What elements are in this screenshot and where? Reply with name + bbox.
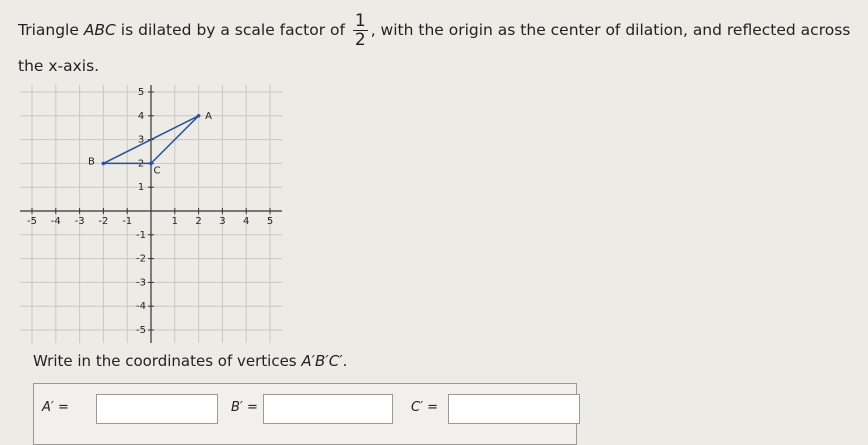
answer-input[interactable] (96, 394, 218, 424)
y-tick-label: -1 (136, 230, 146, 241)
vertex-label: B (88, 156, 95, 167)
answer-label: A′ = (42, 400, 69, 415)
y-tick-label: 4 (138, 111, 144, 122)
answer-input[interactable] (448, 394, 580, 424)
x-tick-label: 3 (219, 216, 225, 227)
prompt-vertices: A′B′C′ (301, 352, 343, 370)
vertex (196, 114, 201, 118)
question-text: is dilated by a scale factor of (115, 21, 350, 39)
triangle-name: ABC (83, 21, 116, 39)
x-tick-label: -3 (75, 216, 85, 227)
vertex-label: A (205, 111, 212, 122)
x-tick-label: -4 (51, 216, 61, 227)
page: Triangle ABC is dilated by a scale facto… (18, 12, 858, 445)
y-tick-label: 5 (138, 87, 144, 98)
x-tick-label: 4 (243, 216, 249, 227)
question-text: Triangle (18, 21, 84, 39)
numerator: 1 (354, 11, 366, 31)
vertex (149, 161, 153, 166)
y-tick-label: -4 (136, 301, 146, 312)
prompt-text: Write in the coordinates of vertices (33, 352, 302, 370)
y-tick-label: 3 (138, 135, 144, 146)
answer-label: B′ = (231, 400, 258, 415)
y-tick-label: -2 (136, 254, 146, 265)
answer-area: A′ = B′ = C′ = (33, 383, 580, 445)
x-tick-label: 2 (195, 216, 201, 227)
vertex-label: C (154, 165, 161, 176)
vertex (101, 161, 106, 166)
x-tick-label: 5 (267, 216, 273, 227)
question: Triangle ABC is dilated by a scale facto… (18, 12, 858, 83)
x-tick-label: -5 (27, 216, 37, 227)
x-tick-label: -1 (122, 216, 132, 227)
question-text: , with the origin as the center of dilat… (18, 21, 851, 75)
prompt: Write in the coordinates of vertices A′B… (33, 352, 347, 370)
triangle (103, 115, 200, 165)
y-tick-label: -3 (136, 277, 146, 288)
x-tick-label: 1 (172, 216, 178, 227)
prompt-end: . (342, 352, 348, 370)
denominator: 2 (352, 30, 368, 50)
y-tick-label: 1 (138, 182, 144, 193)
x-tick-label: -2 (98, 216, 108, 227)
answer-input[interactable] (263, 394, 393, 424)
answer-label: C′ = (411, 400, 439, 415)
y-tick-label: -5 (136, 325, 146, 336)
